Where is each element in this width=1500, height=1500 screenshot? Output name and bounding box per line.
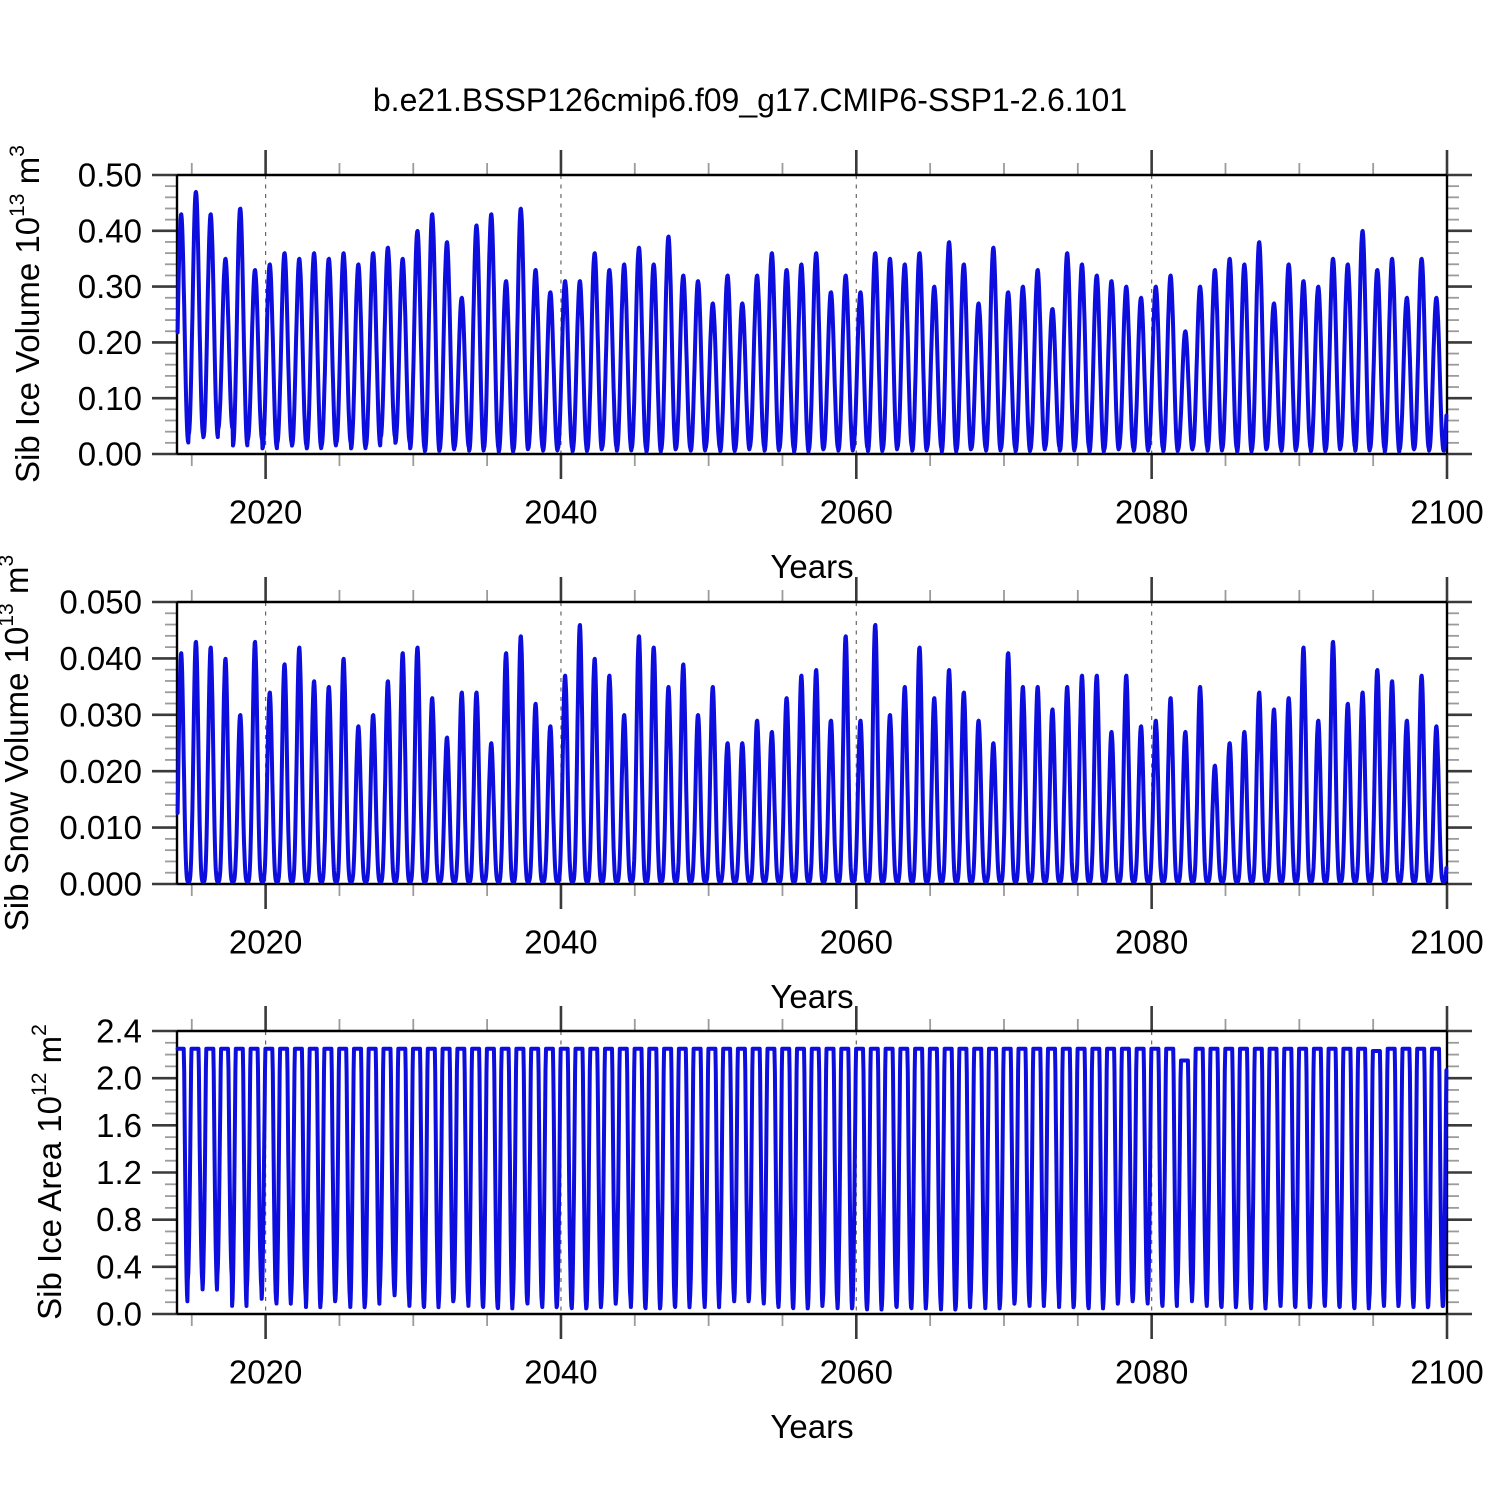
y-tick-label: 0.20: [78, 324, 142, 361]
y-tick-label: 0.040: [59, 640, 142, 677]
panel-2-sib-snow-volume: 0.000 0.010 0.020 0.030 0.040 0.050 2020 2040 20…: [59, 577, 1484, 961]
x-tick-label: 2100: [1410, 924, 1483, 961]
x-tick-label: 2080: [1115, 924, 1188, 961]
x-axis-label-panel2: Years: [770, 978, 854, 1015]
x-tick-label: 2060: [820, 494, 893, 531]
unit-exponent: 3: [5, 145, 29, 157]
unit: m: [0, 566, 35, 604]
x-tick-label: 2020: [229, 1354, 302, 1391]
y-axis-label-text: Sib Ice Area 10: [31, 1096, 68, 1320]
y-tick-label: 2.4: [96, 1013, 142, 1050]
x-tick-label: 2100: [1410, 1354, 1483, 1391]
y-tick-label: 0.40: [78, 212, 142, 249]
sib-ice-volume-curve: [175, 190, 1449, 454]
y-tick-label: 0.00: [78, 436, 142, 473]
y-tick-label: 0.8: [96, 1201, 142, 1238]
x-tick-label: 2040: [524, 494, 597, 531]
x-tick-label: 2060: [820, 924, 893, 961]
y-tick-label: 1.2: [96, 1154, 142, 1191]
exponent: 13: [0, 603, 18, 627]
x-tick-label: 2080: [1115, 494, 1188, 531]
sib-snow-volume-curve: [175, 623, 1449, 884]
figure-title: b.e21.BSSP126cmip6.f09_g17.CMIP6-SSP1-2.…: [372, 82, 1128, 118]
y-tick-label: 0.010: [59, 809, 142, 846]
unit: m: [9, 156, 46, 194]
x-tick-label: 2080: [1115, 1354, 1188, 1391]
sib-ice-area-curve: [175, 1046, 1449, 1312]
unit-exponent: 2: [27, 1024, 51, 1036]
x-tick-label: 2020: [229, 924, 302, 961]
y-tick-label: 2.0: [96, 1060, 142, 1097]
y-axis-label-snow-volume: Sib Snow Volume 1013 m3: [0, 555, 36, 931]
y-tick-label: 0.020: [59, 753, 142, 790]
panel-1-sib-ice-volume: 0.00 0.10 0.20 0.30 0.40 0.50 2020 2040 2060 2080…: [78, 150, 1484, 531]
y-tick-label: 0.030: [59, 696, 142, 733]
exponent: 13: [5, 193, 29, 217]
panel-3-sib-ice-area: 0.0 0.4 0.8 1.2 1.6 2.0 2.4 2020 2040 2060 2080 210…: [96, 1006, 1484, 1391]
y-tick-label: 0.30: [78, 268, 142, 305]
y-tick-label: 0.050: [59, 584, 142, 621]
y-tick-label: 0.0: [96, 1296, 142, 1333]
y-tick-label: 0.000: [59, 866, 142, 903]
x-tick-label: 2040: [524, 1354, 597, 1391]
x-tick-label: 2060: [820, 1354, 893, 1391]
unit-exponent: 3: [0, 555, 18, 567]
y-tick-label: 0.10: [78, 380, 142, 417]
unit: m: [31, 1035, 68, 1073]
x-tick-label: 2040: [524, 924, 597, 961]
x-axis-label-panel1: Years: [770, 548, 854, 585]
y-tick-label: 0.50: [78, 157, 142, 194]
y-axis-label-ice-area: Sib Ice Area 1012 m2: [27, 1024, 69, 1320]
y-axis-label-text: Sib Ice Volume 10: [9, 216, 46, 483]
y-axis-label-ice-volume: Sib Ice Volume 1013 m3: [5, 145, 47, 483]
x-axis-label-panel3: Years: [770, 1408, 854, 1445]
y-tick-label: 0.4: [96, 1248, 142, 1285]
exponent: 12: [27, 1072, 51, 1097]
x-tick-label: 2100: [1410, 494, 1483, 531]
y-tick-label: 1.6: [96, 1107, 142, 1144]
x-tick-label: 2020: [229, 494, 302, 531]
y-axis-label-text: Sib Snow Volume 10: [0, 626, 35, 932]
